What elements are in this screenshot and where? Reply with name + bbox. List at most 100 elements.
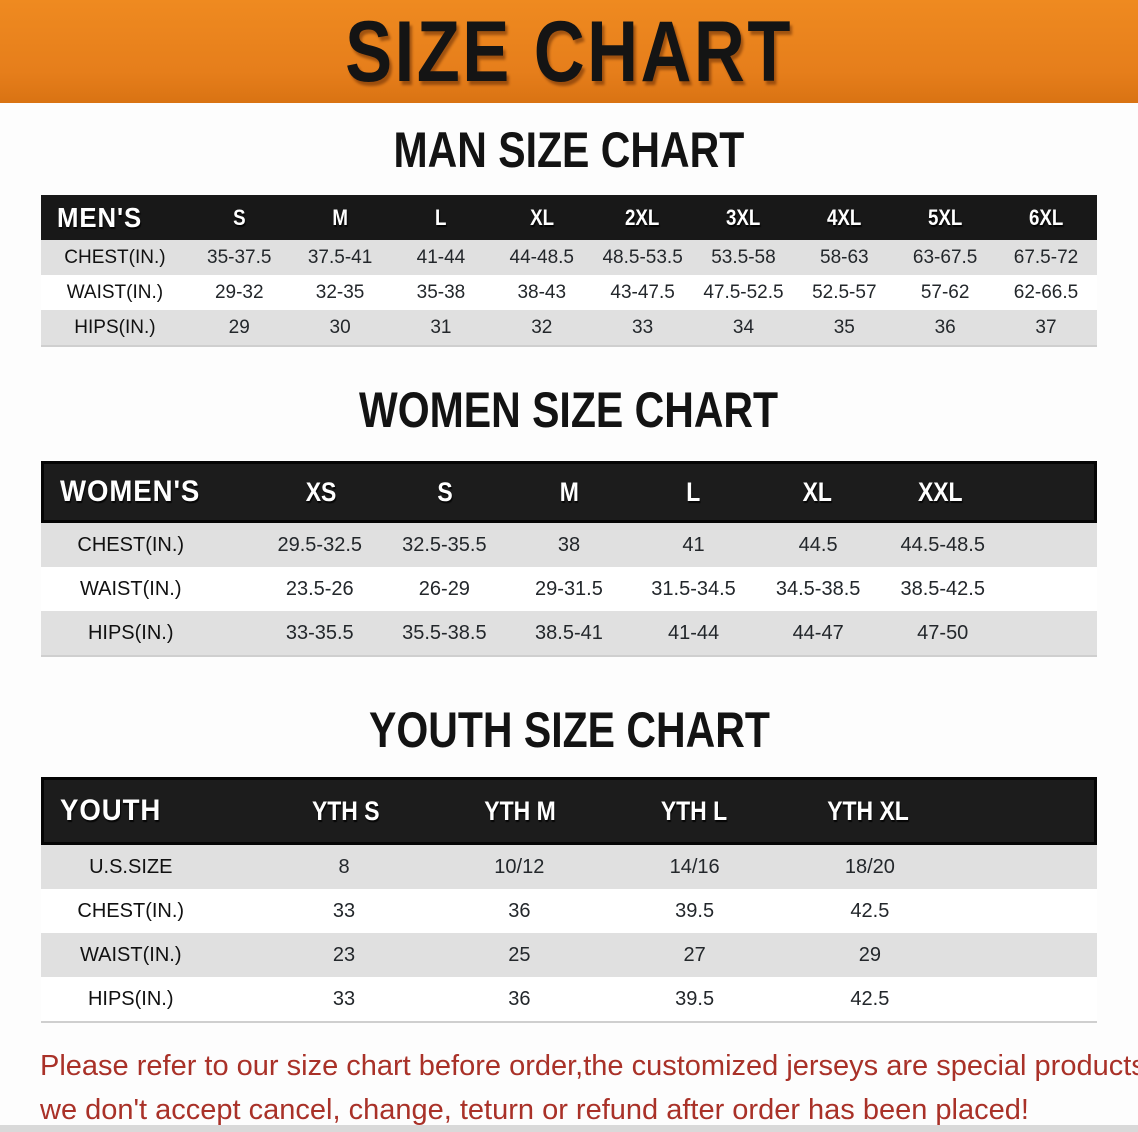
size-cell: 44-48.5 [509, 246, 574, 268]
size-header-text: XXL [918, 476, 963, 507]
size-cell: 44.5-48.5 [900, 533, 985, 556]
size-cell: 38.5-42.5 [900, 577, 985, 600]
size-cell: 30 [329, 316, 351, 338]
size-cell: 33 [332, 987, 356, 1010]
men-size-table: MEN'S S M L XL 2XL 3XL 4XL 5XL 6XL CHEST… [41, 195, 1097, 347]
size-header: YTH S [258, 796, 432, 827]
size-cell: 32-35 [315, 281, 365, 303]
size-cell: 44-47 [792, 621, 844, 644]
size-cell: 26-29 [418, 577, 470, 600]
size-header: YTH M [432, 796, 606, 827]
men-section-heading: MAN SIZE CHART [0, 125, 1138, 175]
row-label: HIPS(IN.) [87, 987, 174, 1010]
size-header: 6XL [996, 205, 1097, 231]
table-row: HIPS(IN.) 33-35.5 35.5-38.5 38.5-41 41-4… [41, 611, 1097, 655]
size-cell: 23.5-26 [285, 577, 354, 600]
table-row: HIPS(IN.) 33 36 39.5 42.5 [41, 977, 1097, 1021]
row-label: HIPS(IN.) [74, 316, 156, 338]
youth-section-heading: YOUTH SIZE CHART [0, 705, 1138, 755]
size-header: 4XL [794, 205, 895, 231]
table-row: WAIST(IN.) 29-32 32-35 35-38 38-43 43-47… [41, 275, 1097, 310]
youth-heading-text: YOUTH SIZE CHART [368, 702, 770, 758]
disclaimer-line-1: Please refer to our size chart before or… [40, 1050, 1138, 1082]
size-cell: 38.5-41 [535, 621, 603, 644]
men-corner-label: MEN'S [41, 202, 189, 234]
size-cell: 63-67.5 [912, 246, 978, 268]
size-header: XXL [879, 477, 1003, 508]
size-cell: 33-35.5 [285, 621, 354, 644]
size-header: XL [755, 477, 879, 508]
size-cell: 29-32 [214, 281, 264, 303]
row-label: WAIST(IN.) [66, 281, 164, 303]
table-row: CHEST(IN.) 33 36 39.5 42.5 [41, 889, 1097, 933]
size-cell: 33 [632, 316, 654, 338]
size-cell: 35.5-38.5 [402, 621, 487, 644]
size-cell: 33 [332, 899, 356, 922]
size-cell: 47-50 [917, 621, 969, 644]
size-cell: 18/20 [844, 855, 895, 878]
size-header: XS [259, 477, 383, 508]
size-header: 5XL [895, 205, 996, 231]
size-header-text: S [437, 476, 453, 507]
size-cell: 36 [508, 987, 531, 1010]
disclaimer-line-2: we don't accept cancel, change, teturn o… [40, 1093, 1029, 1126]
size-header: YTH L [607, 796, 781, 827]
size-cell: 10/12 [494, 855, 545, 878]
size-cell: 48.5-53.5 [602, 246, 683, 268]
size-cell: 36 [934, 316, 956, 338]
size-cell: 52.5-57 [812, 281, 877, 303]
size-cell: 38 [557, 533, 581, 556]
size-cell: 38-43 [517, 281, 567, 303]
size-cell: 35-37.5 [207, 246, 272, 268]
size-header-text: XL [529, 204, 554, 230]
size-cell: 41-44 [667, 621, 720, 644]
youth-corner-label: YOUTH [44, 794, 223, 828]
size-cell: 8 [338, 855, 350, 878]
size-header: 3XL [693, 205, 794, 231]
size-cell: 35-38 [416, 281, 466, 303]
size-header: XL [491, 205, 592, 231]
size-cell: 29-31.5 [535, 577, 603, 600]
size-header-text: YTH M [483, 795, 556, 826]
banner: SIZE CHART [0, 0, 1138, 103]
size-header: M [290, 205, 391, 231]
size-cell: 53.5-58 [711, 246, 776, 268]
size-cell: 41-44 [416, 246, 466, 268]
size-cell: 25 [508, 943, 531, 966]
row-label: U.S.SIZE [89, 855, 173, 878]
size-cell: 31 [430, 316, 452, 338]
row-label: CHEST(IN.) [64, 246, 166, 268]
size-cell: 57-62 [920, 281, 970, 303]
table-row: CHEST(IN.) 35-37.5 37.5-41 41-44 44-48.5… [41, 240, 1097, 275]
men-corner-text: MEN'S [57, 201, 143, 233]
size-cell: 37 [1035, 316, 1057, 338]
size-cell: 42.5 [850, 987, 890, 1010]
size-header: L [391, 205, 492, 231]
table-row: CHEST(IN.) 29.5-32.5 32.5-35.5 38 41 44.… [41, 523, 1097, 567]
size-header: S [383, 477, 507, 508]
youth-corner-text: YOUTH [60, 794, 162, 827]
size-header-text: S [233, 204, 246, 230]
row-label: WAIST(IN.) [80, 577, 182, 600]
youth-size-table: YOUTH YTH S YTH M YTH L YTH XL U.S.SIZE … [41, 777, 1097, 1023]
size-cell: 39.5 [675, 987, 715, 1010]
size-header-text: L [435, 204, 447, 230]
table-row: WAIST(IN.) 23 25 27 29 [41, 933, 1097, 977]
row-label: CHEST(IN.) [77, 899, 185, 922]
men-table-header: MEN'S S M L XL 2XL 3XL 4XL 5XL 6XL [41, 195, 1097, 240]
size-cell: 34 [732, 316, 755, 338]
page-title: SIZE CHART [345, 3, 793, 100]
size-cell: 32.5-35.5 [402, 533, 487, 556]
size-header-text: 3XL [726, 204, 761, 230]
bottom-strip [0, 1125, 1138, 1132]
size-cell: 42.5 [850, 899, 890, 922]
size-header-text: M [559, 476, 579, 507]
size-header: S [189, 205, 290, 231]
size-cell: 29.5-32.5 [277, 533, 363, 556]
size-cell: 36 [508, 899, 531, 922]
size-header: L [631, 477, 755, 508]
size-cell: 35 [833, 316, 855, 338]
size-header-text: M [332, 204, 348, 230]
size-header: M [507, 477, 631, 508]
